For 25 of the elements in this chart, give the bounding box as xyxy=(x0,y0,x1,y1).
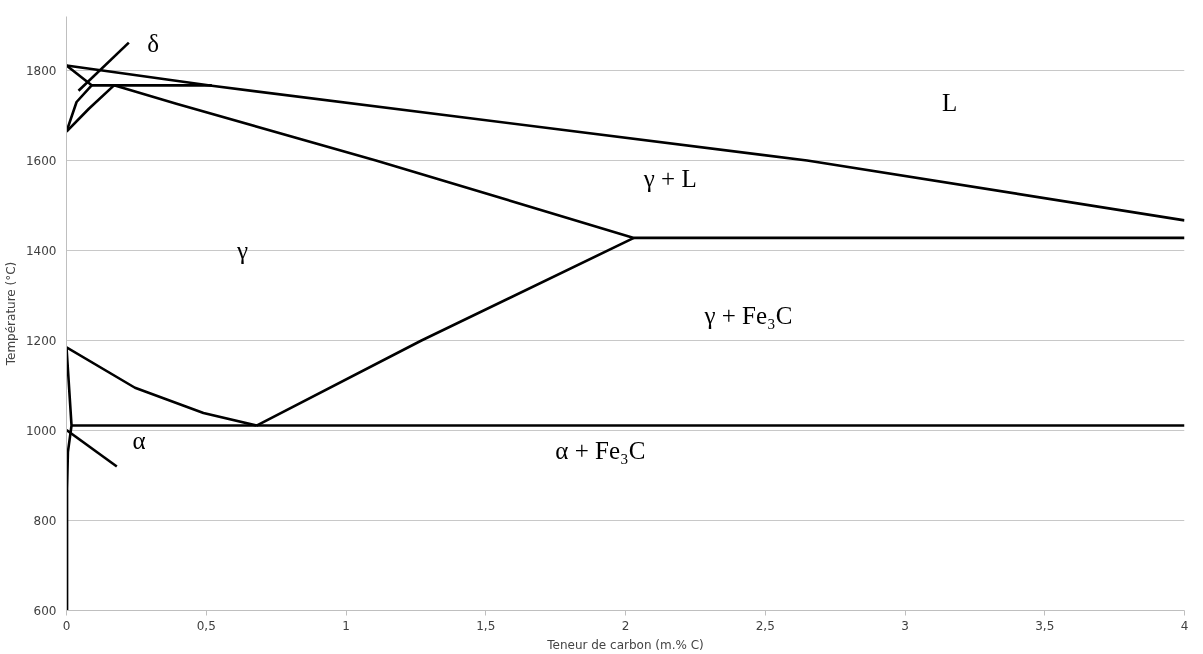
x-tick-label: 0 xyxy=(62,618,71,633)
x-tick-label: 1,5 xyxy=(476,618,496,633)
x-tick-label: 1 xyxy=(342,618,350,633)
annotation: γ + Fe₃C xyxy=(703,302,793,330)
y-tick-label: 1000 xyxy=(25,424,57,438)
x-tick-label: 2,5 xyxy=(755,618,775,633)
x-tick-label: 0,5 xyxy=(196,618,216,633)
annotation: L xyxy=(942,89,958,117)
x-tick-label: 2 xyxy=(621,618,630,633)
annotation: γ xyxy=(236,237,249,265)
y-tick-label: 1800 xyxy=(25,64,57,78)
x-tick-label: 4 xyxy=(1180,618,1189,633)
x-tick-label: 3,5 xyxy=(1035,618,1055,633)
y-tick-label: 1200 xyxy=(25,334,57,348)
y-tick-label: 1600 xyxy=(25,154,57,168)
y-tick-label: 1400 xyxy=(25,244,57,258)
x-tick-label: 3 xyxy=(901,618,909,633)
y-tick-label: 800 xyxy=(33,514,57,528)
x-axis-title: Teneur de carbon (m.% C) xyxy=(546,637,704,652)
annotation: α xyxy=(132,427,146,455)
y-tick-label: 600 xyxy=(33,604,57,618)
annotation: γ + L xyxy=(642,165,697,193)
y-axis-title: Température (°C) xyxy=(3,261,18,367)
annotation: δ xyxy=(147,29,160,57)
annotation: α + Fe₃C xyxy=(555,437,646,465)
